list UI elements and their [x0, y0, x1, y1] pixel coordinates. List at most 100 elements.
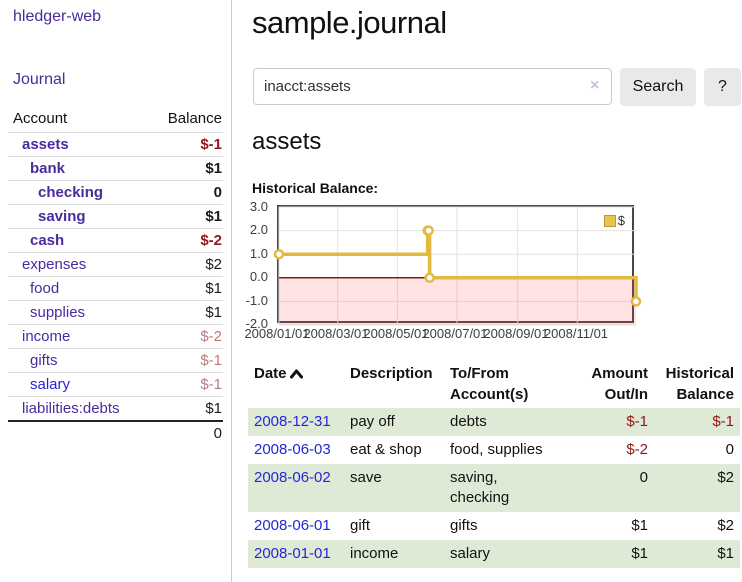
search-button[interactable]: Search — [620, 68, 696, 106]
y-axis-tick: 1.0 — [249, 246, 268, 261]
table-row: 2008-06-01 gift gifts $1 $2 — [248, 512, 740, 540]
balance-column-header: Historical Balance — [665, 365, 734, 403]
amount-column-header: Amount Out/In — [591, 365, 648, 403]
register-table: Date Description To/From Account(s) Amou… — [248, 360, 740, 568]
transaction-accounts: food, supplies — [450, 441, 543, 458]
page-title: sample.journal — [252, 5, 447, 40]
date-column-header[interactable]: Date — [248, 360, 344, 408]
transaction-date-link[interactable]: 2008-06-02 — [254, 469, 331, 486]
transaction-accounts: saving, checking — [450, 469, 510, 506]
account-balance: $-2 — [147, 324, 223, 349]
x-axis-tick: 2008/11/01 — [543, 326, 609, 341]
account-column-header: Account — [13, 110, 68, 127]
x-axis-tick: 2008/09/01 — [483, 326, 549, 341]
table-row: cash $-2 — [8, 228, 223, 253]
table-row: expenses $2 — [8, 252, 223, 277]
x-axis-tick: 2008/07/01 — [422, 326, 488, 341]
table-row: 2008-06-03 eat & shop food, supplies $-2… — [248, 436, 740, 464]
sort-ascending-icon — [289, 369, 303, 379]
table-row: saving $1 — [8, 204, 223, 229]
transaction-accounts: debts — [450, 413, 487, 430]
sidebar-account-income[interactable]: income — [22, 328, 71, 345]
account-balance: $1 — [147, 204, 223, 229]
sidebar-account-liabilities-debts[interactable]: liabilities:debts — [22, 400, 120, 417]
app-title-link[interactable]: hledger-web — [13, 8, 102, 25]
legend-swatch-icon — [603, 214, 616, 227]
sidebar-account-cash[interactable]: cash — [30, 232, 65, 249]
y-axis-tick: -2.0 — [245, 316, 268, 331]
tofrom-column-header: To/From Account(s) — [450, 365, 529, 403]
transaction-description: save — [350, 469, 382, 486]
account-balance: $1 — [147, 396, 223, 421]
table-row: gifts $-1 — [8, 348, 223, 373]
accounts-total-row: 0 — [8, 420, 223, 445]
balance-column-header: Balance — [167, 110, 222, 127]
table-row: assets $-1 — [8, 132, 223, 157]
sidebar-item-journal[interactable]: Journal — [13, 71, 66, 88]
account-balance: $-1 — [147, 372, 223, 397]
register-account-heading: assets — [252, 128, 322, 155]
transaction-amount: $1 — [631, 545, 648, 562]
sidebar-account-salary[interactable]: salary — [30, 376, 71, 393]
sidebar-account-expenses[interactable]: expenses — [22, 256, 87, 273]
y-axis-tick: 3.0 — [249, 199, 268, 214]
account-balance: $1 — [147, 156, 223, 181]
account-balance: $-1 — [147, 132, 223, 157]
transaction-date-link[interactable]: 2008-01-01 — [254, 545, 331, 562]
transaction-accounts: salary — [450, 545, 491, 562]
account-balance: $1 — [147, 300, 223, 325]
transaction-amount: $-2 — [626, 441, 648, 458]
transaction-amount: 0 — [639, 469, 648, 486]
sidebar-account-checking[interactable]: checking — [38, 184, 104, 201]
transaction-description: eat & shop — [350, 441, 422, 458]
transaction-date-link[interactable]: 2008-06-01 — [254, 517, 331, 534]
help-button[interactable]: ? — [704, 68, 741, 106]
transaction-amount: $1 — [631, 517, 648, 534]
description-column-header: Description — [350, 365, 433, 382]
clear-search-icon[interactable]: × — [590, 77, 600, 94]
transaction-balance: 0 — [725, 441, 734, 458]
x-axis-tick: 2008/03/01 — [303, 326, 369, 341]
table-row: liabilities:debts $1 — [8, 396, 223, 421]
accounts-table: Account Balance assets $-1 bank $1 checkin… — [8, 106, 223, 445]
accounts-total-value: 0 — [147, 420, 223, 445]
table-row: 2008-06-02 save saving, checking 0 $2 — [248, 464, 740, 512]
transaction-date-link[interactable]: 2008-12-31 — [254, 413, 331, 430]
account-balance: $-2 — [147, 228, 223, 253]
legend-label: $ — [617, 213, 625, 228]
table-row: income $-2 — [8, 324, 223, 349]
transaction-date-link[interactable]: 2008-06-03 — [254, 441, 331, 458]
sidebar-account-saving[interactable]: saving — [38, 208, 86, 225]
transaction-balance: $1 — [717, 545, 734, 562]
chart-title: Historical Balance: — [252, 180, 379, 196]
sidebar-divider — [231, 0, 232, 582]
transaction-description: pay off — [350, 413, 395, 430]
sidebar-account-assets[interactable]: assets — [22, 136, 69, 153]
historical-balance-chart: $ — [273, 205, 642, 326]
search-input[interactable] — [253, 68, 612, 105]
transaction-description: gift — [350, 517, 371, 534]
sidebar-account-food[interactable]: food — [30, 280, 60, 297]
account-balance: $-1 — [147, 348, 223, 373]
transaction-description: income — [350, 545, 399, 562]
chart-legend: $ — [603, 213, 625, 228]
table-row: checking 0 — [8, 180, 223, 205]
y-axis-tick: 2.0 — [249, 222, 268, 237]
account-balance: 0 — [147, 180, 223, 205]
table-row: supplies $1 — [8, 300, 223, 325]
transaction-balance: $2 — [717, 469, 734, 486]
transaction-balance: $2 — [717, 517, 734, 534]
y-axis-tick: 0.0 — [249, 269, 268, 284]
transaction-amount: $-1 — [626, 413, 648, 430]
account-balance: $2 — [147, 252, 223, 277]
table-row: 2008-01-01 income salary $1 $1 — [248, 540, 740, 568]
y-axis-tick: -1.0 — [245, 293, 268, 308]
sidebar-account-gifts[interactable]: gifts — [30, 352, 58, 369]
table-row: salary $-1 — [8, 372, 223, 397]
sidebar-account-supplies[interactable]: supplies — [30, 304, 86, 321]
accounts-table-header: Account Balance — [8, 106, 223, 133]
table-row: bank $1 — [8, 156, 223, 181]
sidebar-account-bank[interactable]: bank — [30, 160, 66, 177]
table-row: food $1 — [8, 276, 223, 301]
